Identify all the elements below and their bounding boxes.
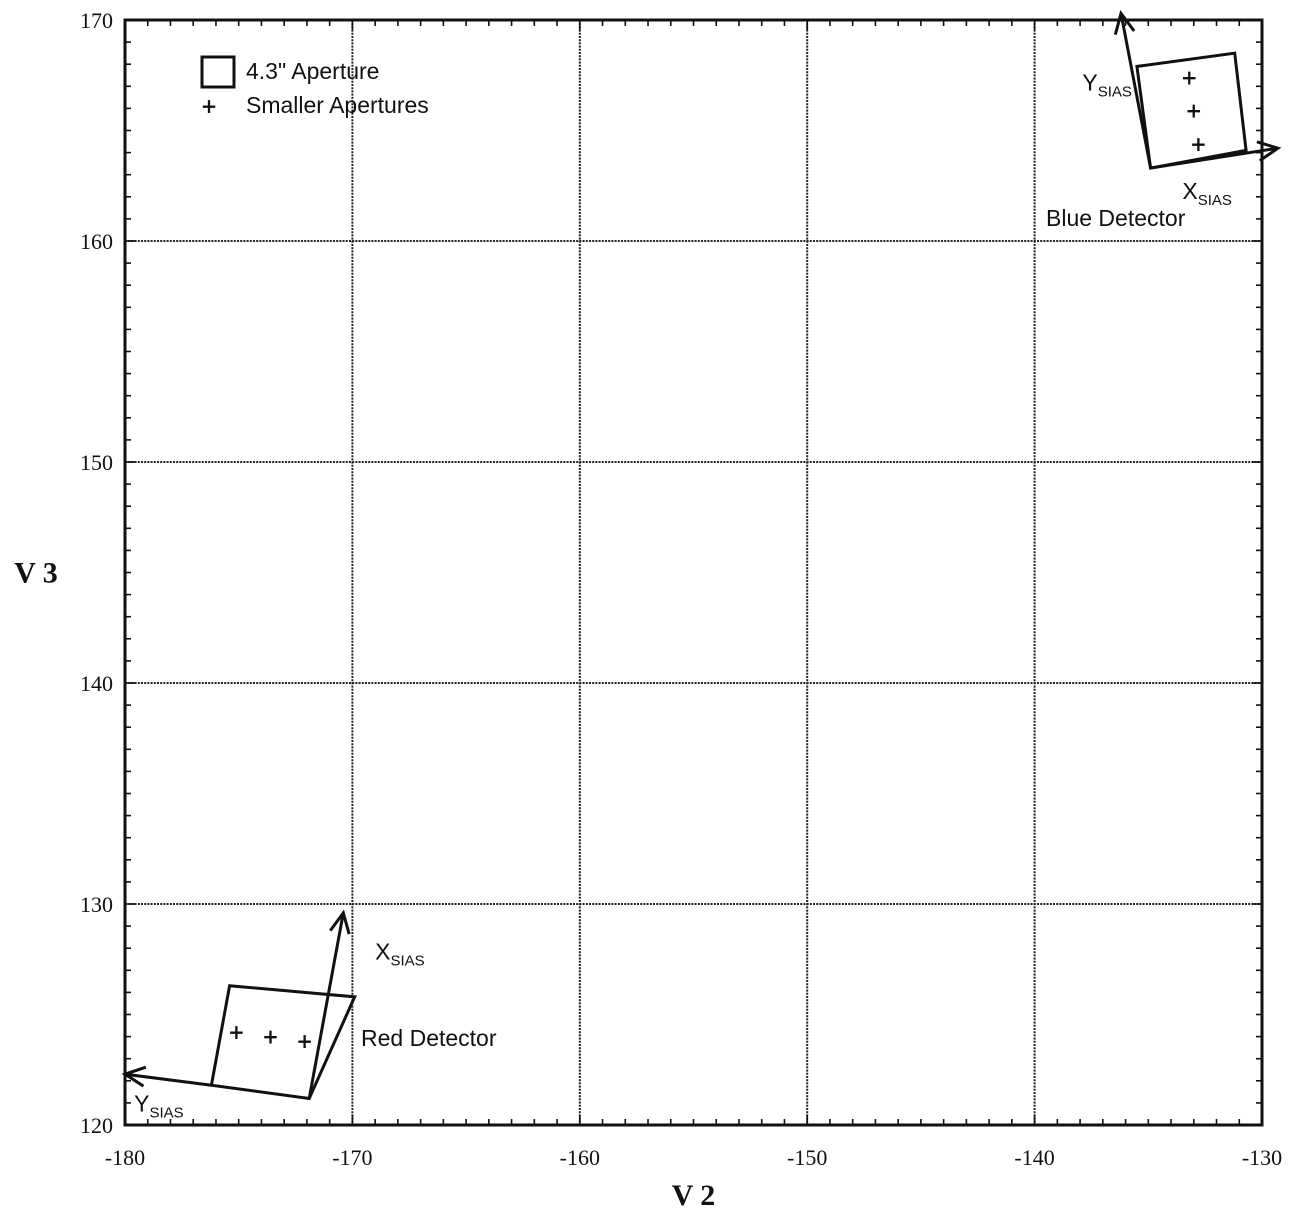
- x-tick-label: -130: [1242, 1145, 1282, 1170]
- red-detector-x-axis-subscript: SIAS: [390, 952, 424, 969]
- red-detector-y-arrow-head: [121, 1065, 147, 1088]
- red-detector-y-arrow: [124, 1072, 212, 1087]
- blue-detector-y-axis-label: YSIAS: [1082, 70, 1132, 101]
- y-tick-label: 160: [80, 229, 113, 254]
- red-detector: + + + XSIAS YSIAS: [121, 909, 425, 1122]
- legend-label-smaller: Smaller Apertures: [246, 92, 429, 118]
- red-detector-small-aperture: +: [228, 1020, 245, 1044]
- red-detector-label: Red Detector: [361, 1025, 497, 1051]
- blue-detector-x-axis-label: XSIAS: [1182, 178, 1232, 209]
- legend: 4.3" Aperture + Smaller Apertures: [200, 55, 429, 118]
- red-detector-x-axis-label: XSIAS: [375, 938, 425, 969]
- x-tick-labels: -180 -170 -160 -150 -140 -130: [105, 1145, 1282, 1170]
- x-tick-label: -180: [105, 1145, 145, 1170]
- red-detector-y-axis-label: YSIAS: [134, 1091, 184, 1122]
- blue-detector-aperture: [1135, 51, 1248, 170]
- y-tick-labels: 120 130 140 150 160 170: [80, 8, 113, 1138]
- blue-detector-y-arrow-head: [1113, 9, 1136, 36]
- blue-detector-label: Blue Detector: [1046, 205, 1186, 231]
- red-detector-small-aperture: +: [262, 1025, 279, 1049]
- blue-detector-small-aperture: +: [1190, 132, 1207, 156]
- red-detector-x-arrow-head: [329, 909, 351, 935]
- blue-detector-y-axis-subscript: SIAS: [1098, 84, 1132, 101]
- blue-detector-y-arrow: [1119, 13, 1153, 169]
- y-tick-label: 150: [80, 450, 113, 475]
- blue-detector-small-aperture: +: [1185, 99, 1202, 123]
- x-tick-label: -150: [787, 1145, 827, 1170]
- x-tick-label: -170: [332, 1145, 372, 1170]
- legend-label-aperture: 4.3" Aperture: [246, 58, 379, 84]
- x-axis-title: V 2: [672, 1179, 716, 1212]
- y-tick-label: 170: [80, 8, 113, 33]
- y-tick-label: 130: [80, 892, 113, 917]
- y-tick-label: 140: [80, 671, 113, 696]
- blue-detector-x-arrow-head: [1256, 140, 1282, 162]
- y-axis-title: V 3: [14, 557, 58, 590]
- blue-detector: + + + XSIAS YSIAS: [1082, 9, 1282, 209]
- x-tick-label: -140: [1014, 1145, 1054, 1170]
- legend-plus-icon: +: [201, 94, 218, 118]
- minor-ticks: [124, 19, 1263, 1126]
- red-detector-small-aperture: +: [296, 1029, 313, 1053]
- grid: [125, 20, 1262, 1125]
- x-tick-label: -160: [560, 1145, 600, 1170]
- detectors: + + + XSIAS YSIAS + + + XSIAS YSIAS Red Detector Bl…: [121, 9, 1282, 1122]
- blue-detector-x-axis-subscript: SIAS: [1198, 192, 1232, 209]
- legend-square-icon: [200, 55, 236, 89]
- red-detector-x-arrow: [307, 912, 345, 1099]
- blue-detector-small-aperture: +: [1181, 65, 1198, 89]
- y-tick-label: 120: [80, 1113, 113, 1138]
- blue-detector-x-arrow: [1150, 146, 1279, 170]
- red-detector-y-axis-subscript: SIAS: [149, 1105, 183, 1122]
- plot-frame: [123, 18, 1264, 1127]
